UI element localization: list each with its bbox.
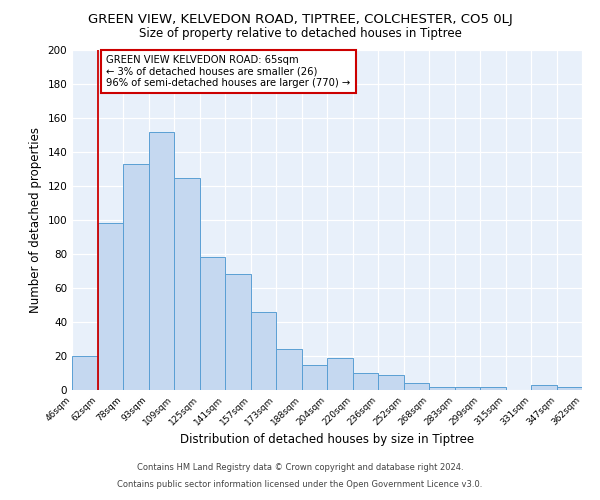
Text: Contains public sector information licensed under the Open Government Licence v3: Contains public sector information licen… bbox=[118, 480, 482, 489]
Text: Size of property relative to detached houses in Tiptree: Size of property relative to detached ho… bbox=[139, 28, 461, 40]
Bar bbox=[251, 312, 276, 390]
Bar bbox=[97, 224, 123, 390]
Bar bbox=[429, 386, 455, 390]
Bar bbox=[327, 358, 353, 390]
Bar bbox=[199, 258, 225, 390]
Text: GREEN VIEW, KELVEDON ROAD, TIPTREE, COLCHESTER, CO5 0LJ: GREEN VIEW, KELVEDON ROAD, TIPTREE, COLC… bbox=[88, 12, 512, 26]
Bar bbox=[404, 383, 429, 390]
Bar bbox=[455, 386, 480, 390]
Bar bbox=[72, 356, 97, 390]
Bar bbox=[123, 164, 149, 390]
Bar bbox=[531, 385, 557, 390]
Bar bbox=[302, 364, 327, 390]
Bar bbox=[480, 386, 505, 390]
Bar bbox=[557, 386, 582, 390]
Bar bbox=[276, 349, 302, 390]
Bar bbox=[353, 373, 378, 390]
Bar bbox=[149, 132, 174, 390]
Bar bbox=[174, 178, 199, 390]
Text: Contains HM Land Registry data © Crown copyright and database right 2024.: Contains HM Land Registry data © Crown c… bbox=[137, 464, 463, 472]
Text: GREEN VIEW KELVEDON ROAD: 65sqm
← 3% of detached houses are smaller (26)
96% of : GREEN VIEW KELVEDON ROAD: 65sqm ← 3% of … bbox=[106, 55, 350, 88]
X-axis label: Distribution of detached houses by size in Tiptree: Distribution of detached houses by size … bbox=[180, 432, 474, 446]
Bar bbox=[378, 374, 404, 390]
Y-axis label: Number of detached properties: Number of detached properties bbox=[29, 127, 42, 313]
Bar bbox=[225, 274, 251, 390]
